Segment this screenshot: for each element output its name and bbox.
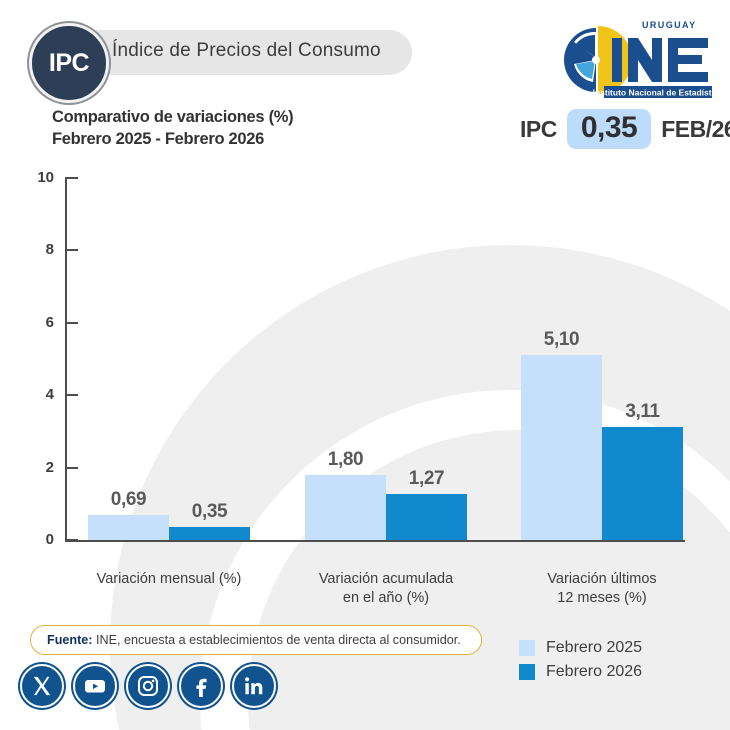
- x-axis-category-label: Variación mensual (%): [96, 571, 242, 587]
- facebook-glyph: [196, 678, 207, 697]
- y-axis: [65, 178, 67, 542]
- bar-febrero-2025-2: [521, 355, 602, 540]
- bar-febrero-2026-2: [602, 427, 683, 540]
- y-tick-label: 0: [45, 531, 54, 548]
- source-note-prefix: Fuente:: [47, 633, 93, 647]
- legend-swatch: [519, 640, 535, 656]
- linkedin-glyph: [245, 677, 263, 695]
- header: Índice de Precios del Consumo IPC Compar…: [0, 0, 730, 160]
- ipc-title-pill: Índice de Precios del Consumo: [62, 30, 412, 75]
- legend-item: Febrero 2026: [519, 660, 642, 684]
- x-axis-category-label: Variación acumulada en el año (%): [318, 571, 454, 606]
- ine-logo-uruguay: URUGUAY: [642, 20, 696, 30]
- youtube-icon[interactable]: [73, 664, 117, 708]
- ipc-logo-badge: IPC: [29, 23, 109, 103]
- instagram-glyph: [138, 676, 158, 696]
- chart-legend: Febrero 2025 Febrero 2026: [519, 636, 642, 684]
- legend-item: Febrero 2025: [519, 636, 642, 660]
- y-tick-label: 2: [45, 458, 54, 476]
- facebook-icon[interactable]: [179, 664, 223, 708]
- bar-febrero-2025-1: [305, 474, 386, 540]
- y-tick-mark: [65, 177, 78, 179]
- source-note: Fuente: INE, encuesta a establecimientos…: [30, 625, 482, 655]
- bar-value-label: 0,69: [110, 489, 147, 511]
- bar-value-label: 0,35: [191, 501, 228, 523]
- source-note-body: INE, encuesta a establecimientos de vent…: [92, 633, 461, 647]
- youtube-glyph: [85, 680, 105, 693]
- x-icon[interactable]: [20, 664, 64, 708]
- legend-swatch: [519, 664, 535, 680]
- bar-value-label: 1,80: [327, 448, 364, 470]
- ine-logo-letters: [612, 38, 708, 82]
- bar-febrero-2026-1: [386, 494, 467, 540]
- ine-logo-icon: URUGUAY Instituto Nacional de Estadístic…: [564, 20, 724, 98]
- legend-label: Febrero 2025: [546, 639, 643, 656]
- bar-value-label: 1,27: [408, 468, 445, 490]
- y-tick-mark: [65, 249, 78, 252]
- x-axis: [65, 540, 685, 542]
- ipc-strip-prefix: IPC: [520, 115, 557, 142]
- linkedin-icon[interactable]: [232, 664, 276, 708]
- chart-subtitle-line2: Febrero 2025 - Febrero 2026: [52, 130, 265, 148]
- social-links: [20, 664, 276, 708]
- chart-subtitle-line1: Comparativo de variaciones (%): [52, 108, 294, 126]
- instagram-icon[interactable]: [126, 664, 170, 708]
- y-tick-mark: [65, 321, 78, 324]
- y-tick-label: 6: [45, 313, 54, 331]
- y-tick-mark: [65, 539, 78, 541]
- y-tick-mark: [65, 466, 78, 469]
- ipc-strip-period: FEB/26: [661, 115, 730, 142]
- bar-febrero-2025-0: [88, 515, 169, 540]
- ine-logo-tagline: Instituto Nacional de Estadística: [593, 88, 716, 98]
- ipc-value-strip: IPC 0,35 FEB/26: [520, 108, 730, 150]
- y-tick-label: 10: [37, 169, 54, 186]
- bar-value-label: 3,11: [625, 401, 660, 423]
- bar-febrero-2026-0: [169, 527, 250, 540]
- ipc-badge-label: IPC: [48, 48, 90, 77]
- y-tick-label: 8: [45, 241, 54, 259]
- ine-logo: URUGUAY Instituto Nacional de Estadístic…: [556, 16, 724, 100]
- source-note-text: Fuente: INE, encuesta a establecimientos…: [47, 633, 461, 647]
- ipc-current-value: 0,35: [566, 109, 652, 149]
- chart-subtitle: Comparativo de variaciones (%) Febrero 2…: [52, 106, 294, 150]
- legend-label: Febrero 2026: [546, 663, 643, 680]
- x-glyph: [33, 676, 51, 696]
- y-tick-label: 4: [45, 386, 54, 404]
- page-title: Índice de Precios del Consumo: [112, 40, 381, 61]
- x-axis-category-label: Variación últimos 12 meses (%): [547, 571, 657, 606]
- y-tick-mark: [65, 394, 78, 397]
- bar-value-label: 5,10: [543, 329, 580, 351]
